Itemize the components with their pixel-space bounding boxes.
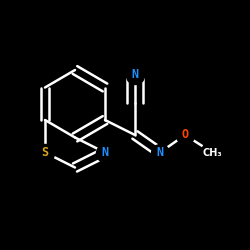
Text: CH₃: CH₃ [203,148,222,158]
Text: N: N [156,146,164,159]
Text: O: O [182,128,188,141]
Text: S: S [42,146,48,159]
Text: N: N [132,68,138,82]
Text: N: N [102,146,108,159]
